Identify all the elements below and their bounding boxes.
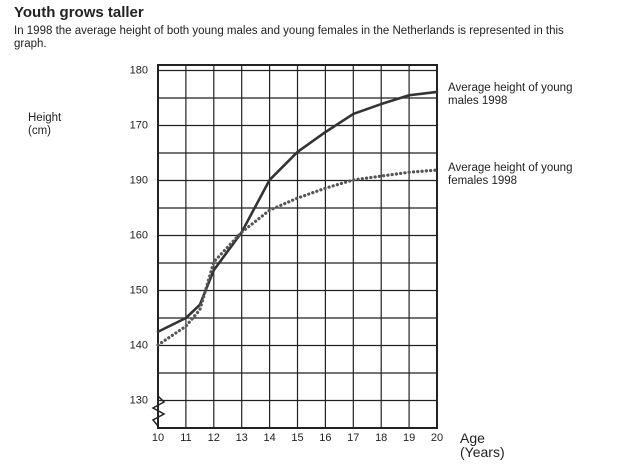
y-tick-label: 180 [130, 64, 148, 76]
x-axis-label: Age (Years) [460, 430, 505, 460]
legend-entry: Average height of young males 1998 [448, 82, 573, 107]
chart-title: Youth grows taller [14, 4, 144, 21]
y-tick-label: 160 [130, 229, 148, 241]
y-tick-label: 170 [130, 119, 148, 131]
x-tick-label: 15 [291, 432, 303, 444]
x-tick-label: 10 [152, 432, 164, 444]
y-axis-label: Height (cm) [28, 112, 62, 137]
x-tick-label: 12 [208, 432, 220, 444]
x-tick-label: 17 [347, 432, 359, 444]
y-tick-label: 150 [130, 284, 148, 296]
x-tick-label: 14 [263, 432, 275, 444]
x-tick-label: 19 [403, 432, 415, 444]
x-tick-label: 20 [431, 432, 443, 444]
x-tick-label: 18 [375, 432, 387, 444]
y-tick-label: 140 [130, 339, 148, 351]
x-tick-label: 13 [236, 432, 248, 444]
x-tick-label: 11 [180, 432, 191, 444]
y-tick-label: 190 [130, 174, 148, 186]
legend-entry: Average height of young females 1998 [448, 162, 573, 187]
series-line [156, 90, 439, 334]
series-line [156, 168, 439, 347]
x-tick-label: 16 [319, 432, 331, 444]
chart-subtitle: In 1998 the average height of both young… [14, 25, 564, 50]
y-tick-label: 130 [130, 394, 148, 406]
